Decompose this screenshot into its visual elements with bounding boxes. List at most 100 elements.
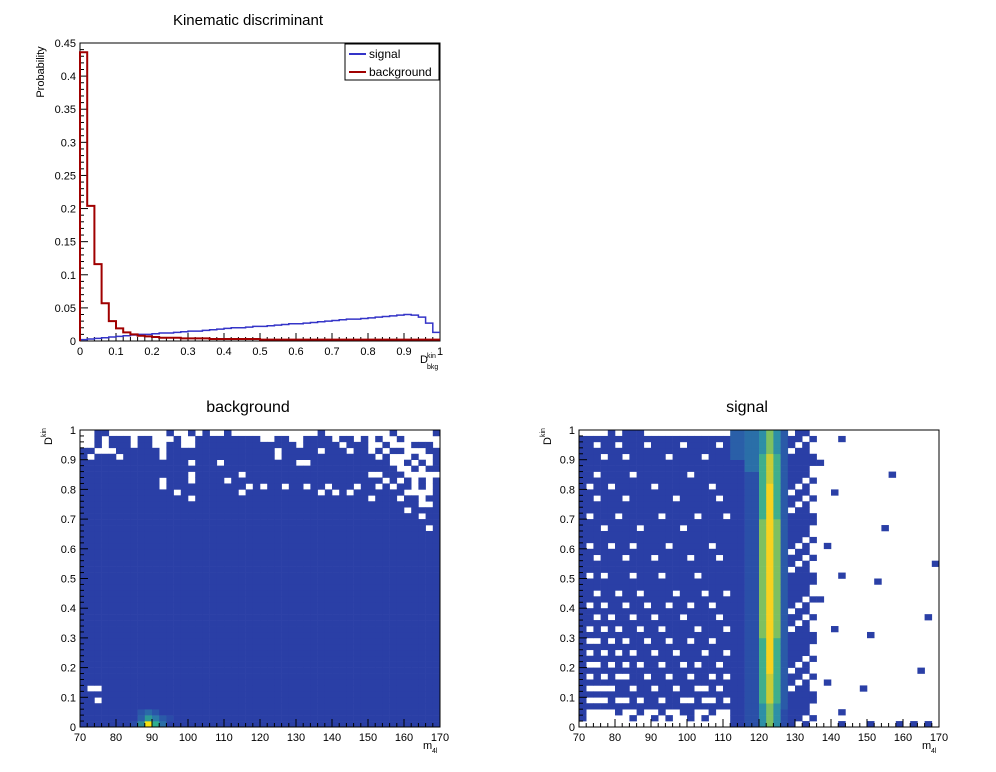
heatmap-cell [202, 626, 210, 633]
heatmap-cell [795, 626, 803, 633]
heatmap-cell [629, 507, 637, 514]
y-tick-label: 0.2 [61, 663, 76, 675]
heatmap-cell [238, 602, 246, 609]
heatmap-cell [679, 471, 688, 478]
heatmap-cell [751, 703, 760, 710]
heatmap-cell [324, 530, 333, 538]
heatmap-cell [687, 548, 695, 556]
heatmap-cell [339, 614, 347, 621]
heatmap-cell [396, 578, 405, 585]
heatmap-cell [274, 572, 282, 579]
heatmap-cell [425, 655, 434, 662]
heatmap-cell [166, 554, 174, 561]
heatmap-cell [593, 483, 601, 490]
heatmap-cell [188, 626, 196, 633]
heatmap-cell [231, 459, 239, 466]
heatmap-cell [375, 566, 383, 573]
heatmap-cell [600, 530, 609, 538]
heatmap-cell [231, 507, 239, 514]
heatmap-cell [593, 536, 601, 544]
heatmap-cell [607, 649, 616, 657]
heatmap-cell [288, 626, 297, 633]
heatmap-cell [173, 501, 182, 508]
heatmap-cell [173, 453, 182, 460]
y-tick-label: 1 [70, 425, 76, 437]
heatmap-cell [658, 649, 666, 657]
heatmap-cell [87, 578, 95, 585]
heatmap-cell [260, 513, 268, 520]
heatmap-cell [224, 649, 232, 657]
heatmap-cell [708, 584, 717, 591]
heatmap-cell [418, 703, 426, 710]
heatmap-cell [152, 495, 160, 502]
heatmap-cell [238, 691, 246, 698]
heatmap-cell [101, 620, 110, 627]
heatmap-cell [195, 542, 203, 550]
heatmap-cell [166, 430, 174, 437]
heatmap-cell [368, 542, 376, 550]
heatmap-cell [368, 560, 376, 567]
heatmap-cell [281, 620, 290, 627]
heatmap-cell [353, 578, 362, 585]
heatmap-cell [339, 697, 347, 704]
heatmap-cell [303, 572, 311, 579]
x-axis-label-background: m 4l [423, 740, 438, 755]
heatmap-cell [238, 679, 246, 686]
heatmap-cell [123, 459, 131, 466]
heatmap-cell [332, 649, 340, 657]
heatmap-cell [766, 566, 774, 573]
heatmap-cell [607, 459, 616, 466]
heatmap-cell [425, 620, 434, 627]
heatmap-cell [224, 430, 232, 437]
heatmap-cell [404, 590, 412, 597]
heatmap-cell [101, 430, 110, 437]
heatmap-cell [87, 596, 95, 603]
heatmap-cell [238, 519, 246, 526]
heatmap-cell [396, 483, 405, 490]
heatmap-cell [636, 453, 645, 460]
heatmap-cell [931, 560, 940, 567]
heatmap-cell [759, 614, 767, 621]
heatmap-cell [600, 554, 609, 561]
heatmap-cell [152, 578, 160, 585]
heatmap-cell [144, 495, 153, 502]
heatmap-cell [310, 608, 318, 615]
y-tick-label: 0.3 [61, 137, 76, 149]
heatmap-cell [759, 661, 767, 668]
heatmap-cell [766, 459, 774, 466]
heatmap-cell [116, 560, 124, 567]
heatmap-cell [180, 471, 189, 478]
heatmap-cell [346, 655, 354, 662]
heatmap-cell [636, 435, 645, 443]
heatmap-cell [730, 631, 738, 639]
heatmap-cell [773, 519, 781, 526]
heatmap-cell [744, 453, 753, 460]
heatmap-cell [737, 661, 745, 668]
heatmap-cell [144, 673, 153, 680]
heatmap-cell [643, 620, 652, 627]
heatmap-cell [723, 685, 731, 692]
heatmap-cell [679, 637, 688, 645]
heatmap-cell [137, 602, 146, 609]
heatmap-cell [759, 453, 767, 460]
heatmap-cell [339, 590, 347, 597]
heatmap-cell [94, 655, 102, 662]
heatmap-cell [296, 501, 304, 508]
heatmap-cell [389, 525, 398, 532]
heatmap-cell [101, 649, 110, 657]
heatmap-cell [368, 489, 376, 496]
heatmap-cell [737, 673, 745, 680]
heatmap-cell [744, 673, 753, 680]
heatmap-cell [116, 513, 124, 520]
heatmap-cell [303, 584, 311, 591]
heatmap-cell [137, 495, 146, 502]
heatmap-cell [209, 602, 218, 609]
heatmap-cell [188, 513, 196, 520]
heatmap-cell [80, 590, 88, 597]
heatmap-cell [159, 643, 167, 651]
y-tick-label: 0 [569, 722, 575, 734]
heatmap-cell [737, 471, 745, 478]
heatmap-cell [643, 661, 652, 668]
heatmap-cell [715, 548, 724, 556]
heatmap-cell [94, 489, 102, 496]
